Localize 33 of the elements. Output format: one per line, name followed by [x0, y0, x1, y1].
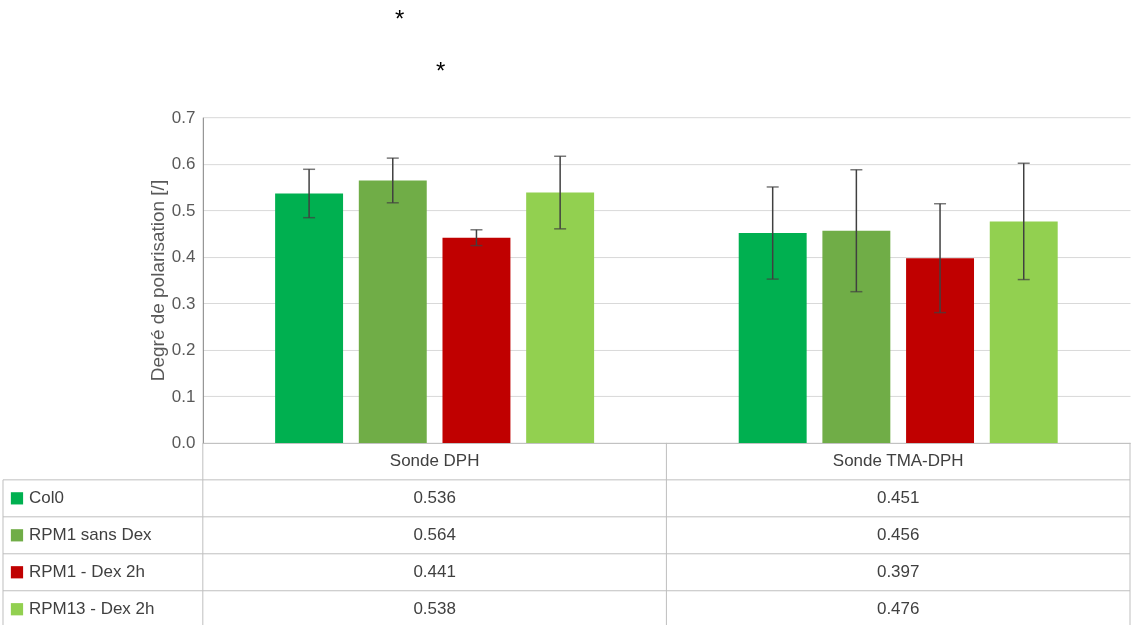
- data-label: 0.538: [413, 599, 456, 619]
- bar: [822, 230, 891, 443]
- bar: [906, 258, 975, 443]
- data-label: 0.564: [413, 525, 456, 545]
- y-tick-label: 0.3: [171, 293, 196, 313]
- data-label: 0.397: [876, 562, 920, 582]
- bar: [358, 180, 427, 443]
- x-tick-label: Sonde DPH: [389, 451, 480, 471]
- bar: [526, 192, 595, 443]
- y-tick-label: 0.1: [171, 386, 196, 406]
- bar: [738, 233, 807, 443]
- text: *: [394, 5, 405, 33]
- data-label: 0.456: [876, 525, 920, 545]
- legend-label: RPM1 - Dex 2h: [28, 562, 145, 582]
- data-label: 0.441: [413, 562, 456, 582]
- y-tick-label: 0.4: [171, 247, 196, 267]
- legend-label: RPM1 sans Dex: [28, 525, 153, 545]
- data-label: 0.476: [876, 599, 920, 619]
- bar: [442, 237, 511, 443]
- data-label: 0.536: [413, 488, 456, 508]
- bar: [275, 193, 344, 443]
- legend-label: RPM13 - Dex 2h: [28, 599, 155, 619]
- text: *: [435, 57, 446, 85]
- y-tick-label: 0.7: [171, 107, 196, 127]
- y-axis-title: Degré de polarisation [/]: [146, 179, 168, 382]
- legend-label: Col0: [28, 488, 64, 508]
- y-tick-label: 0.2: [171, 340, 196, 360]
- bar: [989, 221, 1058, 443]
- x-tick-label: Sonde TMA-DPH: [832, 451, 964, 471]
- y-tick-label: 0.0: [171, 433, 196, 453]
- data-label: 0.451: [876, 488, 920, 508]
- y-tick-label: 0.6: [171, 154, 196, 174]
- y-tick-label: 0.5: [171, 200, 196, 220]
